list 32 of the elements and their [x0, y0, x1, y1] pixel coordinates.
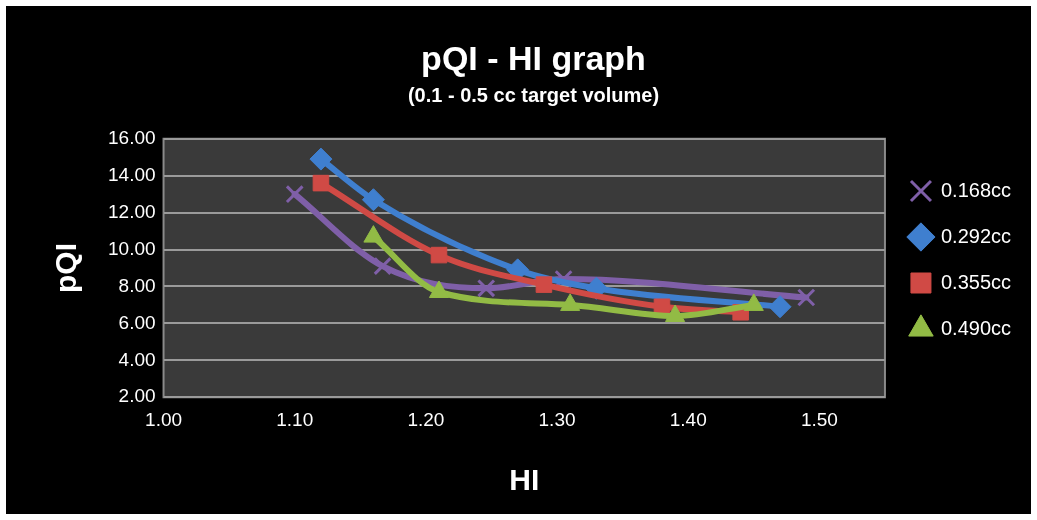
chart-subtitle: (0.1 - 0.5 cc target volume) [407, 84, 660, 107]
y-tick-label: 16.00 [108, 127, 156, 149]
point [361, 188, 385, 212]
point [309, 147, 333, 171]
legend-label: 0.355cc [940, 270, 1012, 293]
y-tick-label: 12.00 [108, 200, 156, 222]
point [476, 279, 496, 298]
x-tick-label: 1.10 [276, 408, 314, 430]
chart-title: pQI - HI graph [421, 38, 646, 77]
point [285, 184, 304, 204]
point [312, 174, 330, 192]
x-tick-label: 1.40 [669, 408, 707, 430]
point [535, 276, 553, 293]
point [796, 288, 816, 307]
x-tick-label: 1.50 [800, 408, 838, 430]
y-tick-label: 4.00 [118, 348, 156, 370]
legend-label: 0.292cc [940, 224, 1012, 247]
y-tick-label: 8.00 [118, 274, 156, 296]
y-tick-label: 6.00 [118, 311, 156, 333]
point [430, 246, 448, 264]
x-axis-title: HI [509, 463, 540, 497]
y-tick-label: 14.00 [108, 163, 156, 185]
y-tick-label: 2.00 [118, 385, 156, 407]
legend-label: 0.490cc [940, 316, 1012, 339]
y-tick-label: 10.00 [108, 237, 156, 259]
y-axis-title: pQI [49, 243, 83, 293]
legend-label: 0.168cc [940, 178, 1012, 201]
point [768, 295, 792, 319]
x-tick-label: 1.20 [407, 408, 445, 430]
point [373, 256, 392, 276]
x-tick-label: 1.00 [145, 408, 183, 430]
x-tick-label: 1.30 [538, 408, 576, 430]
